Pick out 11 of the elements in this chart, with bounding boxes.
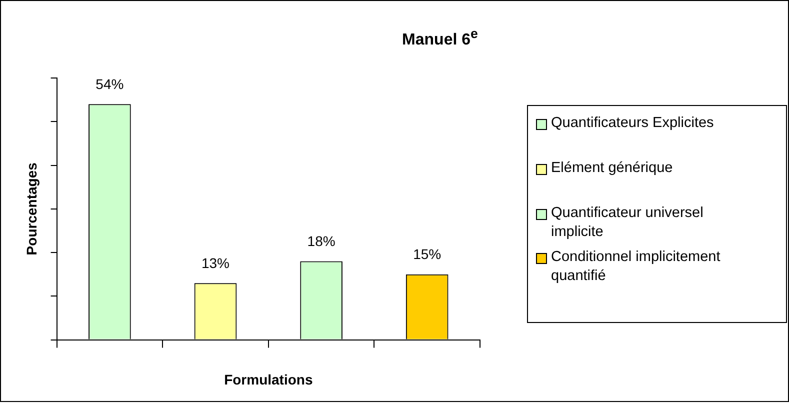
data-label: 15%: [413, 246, 442, 262]
chart-title: Manuel 6$^{e}$: [401, 26, 479, 50]
data-label: 54%: [96, 76, 124, 92]
x-axis-title: Formulations: [224, 371, 313, 388]
legend-label: Elément générique: [551, 159, 674, 178]
legend-label: Conditionnel implicitement quantifié: [551, 248, 722, 286]
legend-label: Quantificateur universel implicite: [551, 204, 704, 242]
data-label: 13%: [201, 254, 230, 271]
y-axis-title: Pourcentages: [23, 162, 40, 256]
legend-label: Quantificateurs Explicites: [551, 114, 715, 133]
data-label: 18%: [307, 233, 336, 250]
